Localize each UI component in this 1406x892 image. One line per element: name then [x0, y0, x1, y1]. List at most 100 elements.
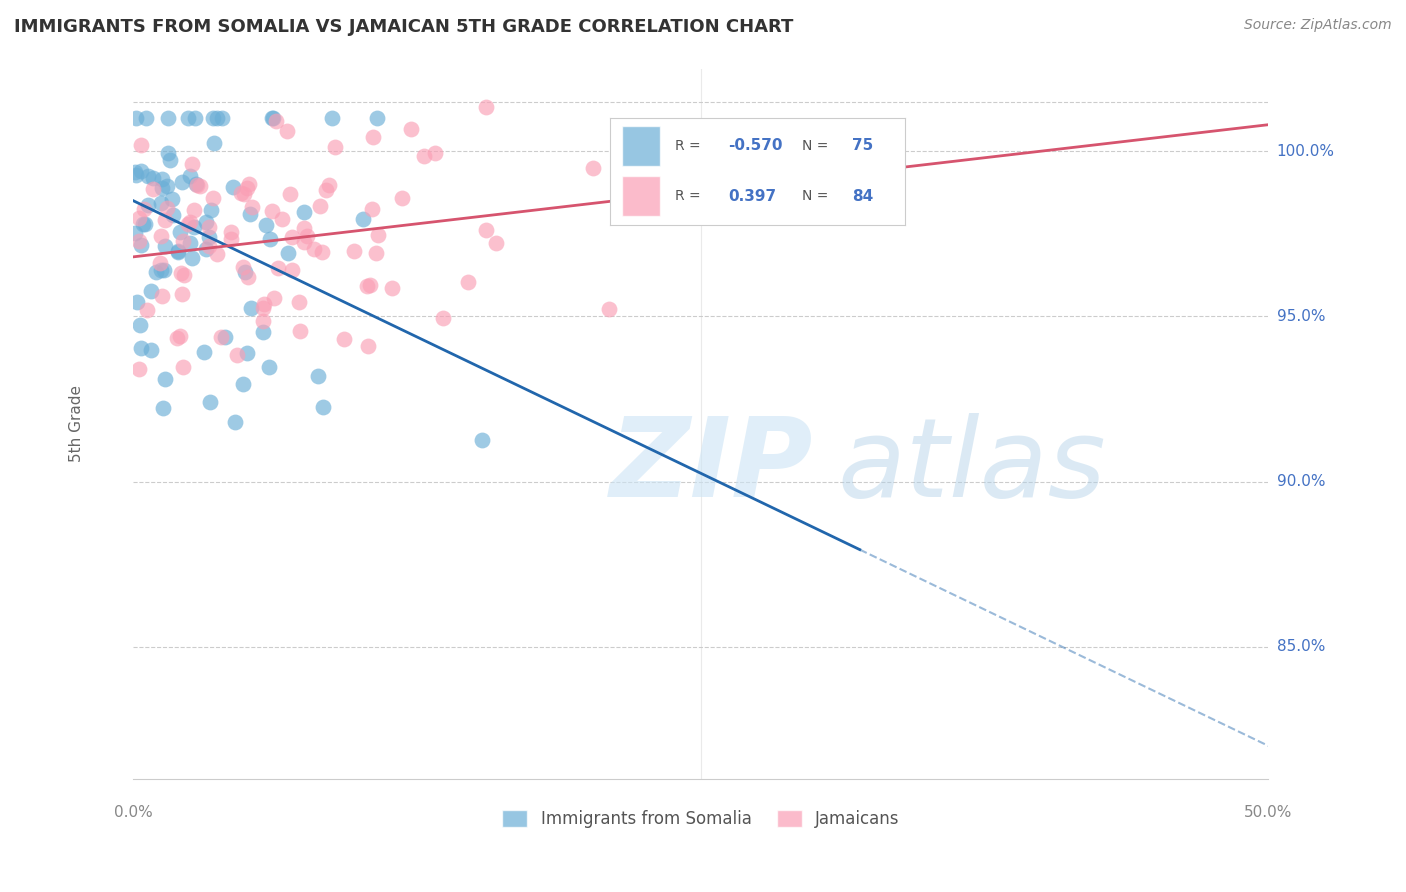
- Point: [432, 310, 454, 325]
- Point: [315, 183, 337, 197]
- Point: [391, 191, 413, 205]
- Point: [179, 169, 201, 184]
- Point: [366, 111, 388, 125]
- Point: [202, 136, 225, 150]
- Point: [292, 235, 315, 249]
- Point: [150, 289, 173, 303]
- Text: IMMIGRANTS FROM SOMALIA VS JAMAICAN 5TH GRADE CORRELATION CHART: IMMIGRANTS FROM SOMALIA VS JAMAICAN 5TH …: [14, 18, 793, 36]
- Point: [475, 223, 498, 237]
- Point: [323, 140, 346, 154]
- Point: [156, 201, 179, 215]
- Point: [172, 359, 194, 374]
- Point: [399, 122, 422, 136]
- Legend: Immigrants from Somalia, Jamaicans: Immigrants from Somalia, Jamaicans: [496, 803, 905, 835]
- Point: [278, 186, 301, 201]
- Point: [211, 111, 233, 125]
- Point: [169, 266, 191, 280]
- Point: [253, 297, 276, 311]
- Text: 50.0%: 50.0%: [1244, 805, 1292, 821]
- Point: [264, 113, 287, 128]
- Point: [352, 212, 374, 227]
- Point: [129, 342, 152, 356]
- Point: [236, 181, 259, 195]
- Point: [198, 220, 221, 235]
- Point: [134, 217, 156, 231]
- Point: [356, 279, 378, 293]
- Point: [159, 153, 181, 167]
- Point: [170, 175, 193, 189]
- Point: [152, 401, 174, 416]
- Point: [236, 269, 259, 284]
- Point: [359, 278, 381, 293]
- Point: [238, 178, 260, 192]
- Point: [292, 221, 315, 235]
- Point: [142, 182, 165, 196]
- Point: [321, 111, 343, 125]
- Point: [152, 263, 174, 277]
- Point: [128, 234, 150, 248]
- Point: [166, 330, 188, 344]
- Text: 95.0%: 95.0%: [1277, 309, 1326, 324]
- Point: [139, 284, 162, 298]
- Text: 0.0%: 0.0%: [114, 805, 153, 821]
- Point: [186, 178, 208, 192]
- Point: [128, 362, 150, 376]
- Point: [153, 372, 176, 386]
- Point: [333, 332, 356, 346]
- Point: [124, 164, 146, 178]
- Point: [484, 236, 506, 251]
- Point: [128, 318, 150, 332]
- Point: [226, 348, 249, 362]
- Point: [195, 215, 218, 229]
- Point: [271, 212, 294, 227]
- Point: [183, 202, 205, 217]
- Point: [153, 213, 176, 227]
- Point: [302, 243, 325, 257]
- Point: [184, 111, 207, 125]
- Point: [150, 181, 173, 195]
- Point: [198, 239, 221, 253]
- Point: [172, 234, 194, 248]
- Point: [287, 295, 309, 310]
- Point: [259, 232, 281, 246]
- Point: [343, 244, 366, 258]
- Text: atlas: atlas: [837, 413, 1105, 520]
- Point: [457, 276, 479, 290]
- Text: 90.0%: 90.0%: [1277, 474, 1326, 489]
- Point: [179, 215, 201, 229]
- Point: [194, 242, 217, 256]
- Point: [413, 149, 436, 163]
- Text: 5th Grade: 5th Grade: [69, 385, 84, 462]
- Point: [475, 100, 498, 114]
- Point: [125, 295, 148, 310]
- Point: [357, 339, 380, 353]
- Point: [240, 200, 263, 214]
- Point: [252, 314, 274, 328]
- Point: [263, 291, 285, 305]
- Point: [150, 196, 173, 211]
- Point: [252, 301, 274, 315]
- Point: [232, 377, 254, 392]
- Point: [205, 247, 228, 261]
- Point: [166, 244, 188, 259]
- Point: [153, 239, 176, 253]
- Point: [179, 236, 201, 251]
- Point: [471, 433, 494, 447]
- Point: [214, 330, 236, 344]
- Point: [162, 208, 184, 222]
- Point: [135, 111, 157, 125]
- Point: [262, 111, 284, 125]
- Point: [149, 263, 172, 277]
- Point: [149, 256, 172, 270]
- Point: [157, 111, 180, 125]
- Point: [125, 111, 148, 125]
- Point: [139, 343, 162, 357]
- Point: [150, 229, 173, 244]
- Point: [277, 246, 299, 260]
- Text: ZIP: ZIP: [610, 413, 814, 520]
- Point: [312, 400, 335, 414]
- Point: [129, 138, 152, 153]
- Point: [156, 179, 179, 194]
- Point: [281, 230, 304, 244]
- Point: [177, 111, 200, 125]
